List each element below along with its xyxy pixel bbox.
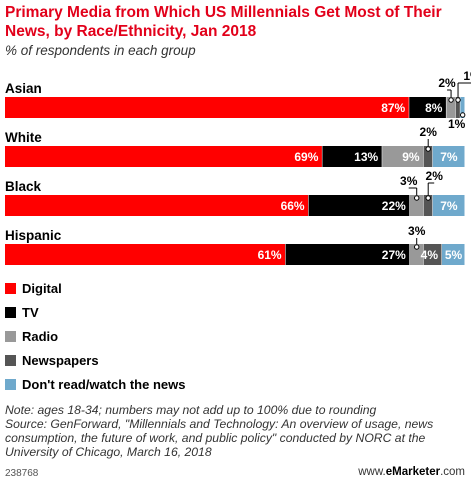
brand-logo: www.eMarketer.com	[358, 466, 465, 478]
bar-asian-tv	[409, 97, 446, 118]
bar-white-digital	[5, 146, 322, 167]
value-label-asian-1: 8%	[425, 101, 443, 115]
bar-asian-radio	[446, 97, 456, 118]
callout-dot-asian-4	[459, 112, 466, 118]
value-label-white-4: 7%	[440, 150, 458, 164]
value-label-hispanic-2: 3%	[408, 224, 426, 238]
bar-black-don-t-read-watch-the-news	[432, 195, 465, 216]
bar-white-radio	[382, 146, 424, 167]
category-label-hispanic: Hispanic	[5, 228, 62, 243]
value-label-white-2: 9%	[402, 150, 420, 164]
chart-id: 238768	[5, 468, 39, 479]
legend-label: Radio	[22, 329, 59, 344]
callout-dot-asian-3	[455, 97, 461, 103]
value-label-white-3: 2%	[420, 125, 438, 139]
callout-dot-asian-2	[448, 97, 454, 103]
value-label-hispanic-3: 4%	[421, 248, 439, 262]
legend-label: Digital	[22, 281, 62, 296]
bar-black-newspapers	[423, 195, 433, 216]
legend-label: Newspapers	[22, 353, 99, 368]
value-label-black-3: 2%	[426, 169, 444, 183]
value-label-black-1: 22%	[382, 199, 406, 213]
bar-asian-don-t-read-watch-the-news	[460, 97, 465, 118]
value-label-hispanic-4: 5%	[445, 248, 463, 262]
category-label-black: Black	[5, 179, 42, 194]
bar-hispanic-radio	[409, 244, 424, 265]
source-text: Source: GenForward, "Millennials and Tec…	[5, 417, 434, 459]
bar-hispanic-digital	[5, 244, 286, 265]
value-label-asian-0: 87%	[381, 101, 405, 115]
note-text: Note: ages 18-34; numbers may not add up…	[5, 403, 377, 417]
value-label-asian-4: 1%	[448, 117, 466, 131]
callout-dot-white-3	[425, 146, 431, 152]
bar-asian-newspapers	[455, 97, 460, 118]
value-label-asian-2: 2%	[438, 76, 456, 90]
value-label-black-2: 3%	[400, 174, 418, 188]
bar-black-radio	[409, 195, 424, 216]
bar-hispanic-tv	[285, 244, 410, 265]
legend-swatch	[5, 379, 16, 390]
value-label-black-4: 7%	[440, 199, 458, 213]
category-label-asian: Asian	[5, 81, 42, 96]
chart-title: Primary Media from Which US Millennials …	[5, 4, 442, 40]
bar-white-newspapers	[423, 146, 433, 167]
bar-white-don-t-read-watch-the-news	[432, 146, 465, 167]
chart-subtitle: % of respondents in each group	[5, 43, 196, 58]
callout-dot-black-3	[425, 195, 431, 201]
legend-label: TV	[22, 305, 39, 320]
value-label-black-0: 66%	[281, 199, 305, 213]
value-label-hispanic-0: 61%	[258, 248, 282, 262]
value-label-asian-3: 1%	[463, 69, 471, 83]
legend-label: Don't read/watch the news	[22, 377, 186, 392]
legend-swatch	[5, 283, 16, 294]
value-label-white-0: 69%	[294, 150, 318, 164]
bar-asian-digital	[5, 97, 409, 118]
legend-swatch	[5, 307, 16, 318]
callout-dot-black-2	[414, 195, 420, 201]
bar-hispanic-newspapers	[423, 244, 442, 265]
chart-note-source: Note: ages 18-34; numbers may not add up…	[5, 403, 467, 459]
stacked-bar-chart: Asian87%8%2%1%1%White69%13%9%7%2%Black66…	[5, 69, 471, 265]
bar-black-digital	[5, 195, 309, 216]
value-label-white-1: 13%	[354, 150, 378, 164]
value-label-hispanic-1: 27%	[382, 248, 406, 262]
bar-hispanic-don-t-read-watch-the-news	[442, 244, 465, 265]
legend-swatch	[5, 355, 16, 366]
callout-dot-hispanic-2	[414, 244, 420, 250]
bar-white-tv	[322, 146, 382, 167]
bar-black-tv	[308, 195, 410, 216]
category-label-white: White	[5, 130, 42, 145]
legend-swatch	[5, 331, 16, 342]
